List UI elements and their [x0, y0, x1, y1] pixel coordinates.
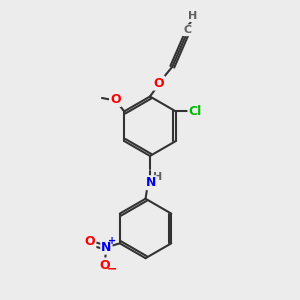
- Text: N: N: [101, 241, 112, 254]
- Text: O: O: [100, 259, 110, 272]
- Text: C: C: [183, 25, 191, 35]
- Text: Cl: Cl: [188, 105, 202, 118]
- Text: O: O: [85, 235, 95, 248]
- Text: O: O: [110, 93, 121, 106]
- Text: H: H: [188, 11, 198, 21]
- Text: O: O: [154, 76, 164, 90]
- Text: H: H: [153, 172, 162, 182]
- Text: −: −: [106, 263, 117, 276]
- Text: N: N: [146, 176, 156, 189]
- Text: +: +: [108, 236, 116, 246]
